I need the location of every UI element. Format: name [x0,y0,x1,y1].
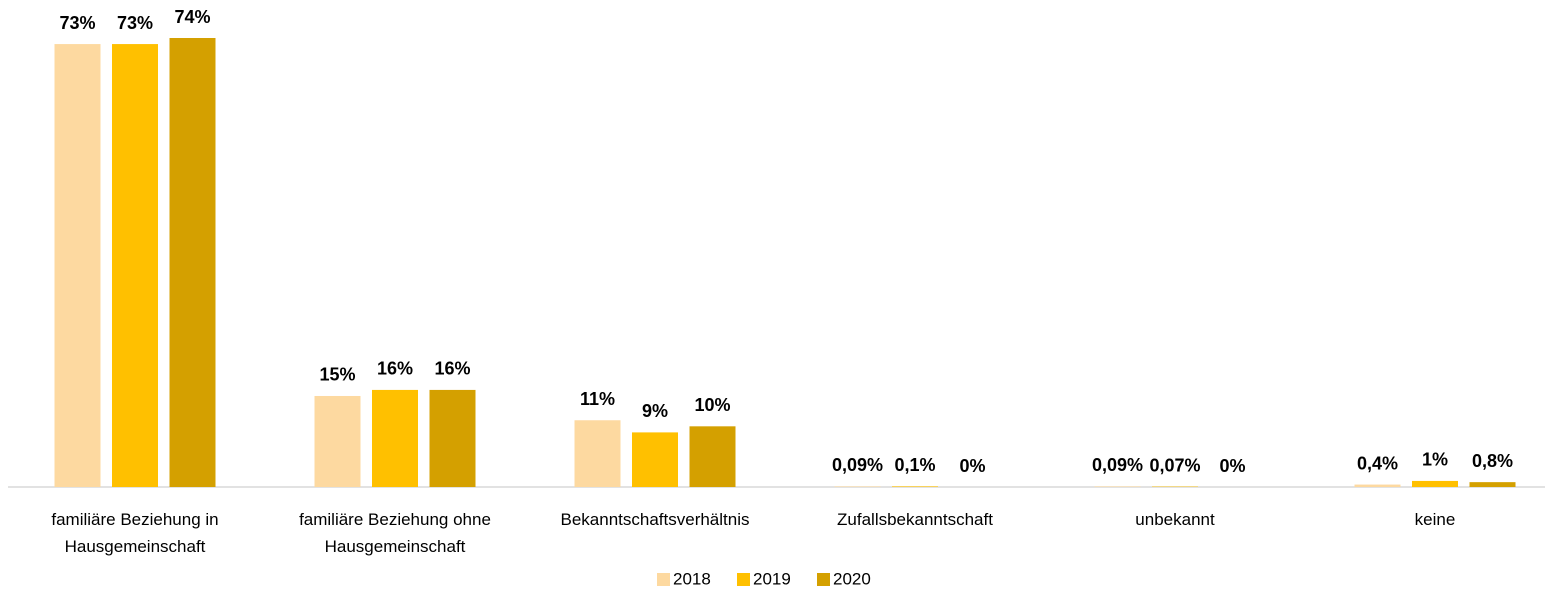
x-tick-label: keine [1414,510,1456,529]
legend-label: 2018 [673,569,711,588]
bar [169,38,216,487]
bar [689,426,736,487]
x-tick-label: Bekanntschaftsverhältnis [560,510,750,529]
bar [372,389,418,487]
bar [574,420,621,487]
x-tick-label: familiäre Beziehung ohne Hausgemeinschaf… [299,510,491,556]
data-label: 11% [580,389,615,409]
bar [834,486,881,487]
data-label: 0,1% [894,455,935,475]
bar [112,44,158,487]
data-label: 10% [694,395,730,415]
data-label: 0,09% [832,455,883,475]
data-label: 15% [319,365,355,385]
data-label: 0,09% [1092,455,1143,475]
legend-label: 2019 [753,569,791,588]
data-label: 0,4% [1357,453,1398,473]
data-label: 73% [117,13,153,33]
data-label: 1% [1422,450,1448,470]
data-label: 73% [59,13,95,33]
bar [1412,480,1458,487]
data-label: 0% [1219,456,1245,476]
bar [632,432,678,487]
data-label: 16% [377,359,413,379]
x-tick-label: unbekannt [1135,510,1215,529]
bar [1094,486,1141,487]
data-label: 0,8% [1472,451,1513,471]
bar [892,486,938,487]
legend-swatch [657,573,670,586]
bar [54,44,101,487]
bar [1354,484,1401,487]
x-tick-label: familiäre Beziehung in Hausgemeinschaft [51,510,219,556]
bar [314,395,361,487]
legend-swatch [817,573,830,586]
data-label: 9% [642,401,668,421]
legend-label: 2020 [833,569,871,588]
data-label: 74% [174,7,210,27]
data-label: 0% [959,456,985,476]
legend-swatch [737,573,750,586]
bar [429,389,476,487]
bar [1469,482,1516,487]
data-label: 16% [434,359,470,379]
x-tick-label: Zufallsbekanntschaft [837,510,993,529]
data-label: 0,07% [1149,455,1200,475]
